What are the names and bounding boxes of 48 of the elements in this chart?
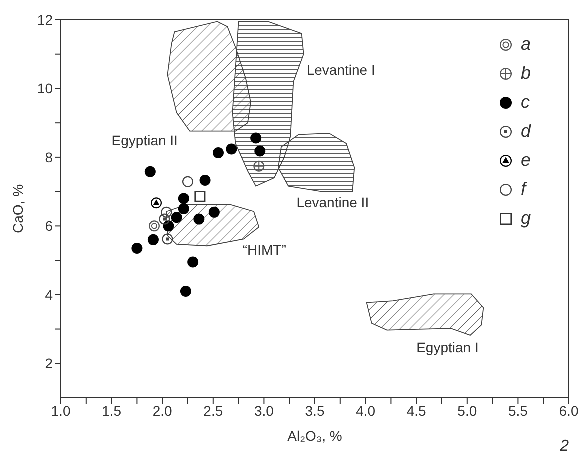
- x-tick-label: 1.0: [51, 402, 71, 419]
- text: 2: [559, 438, 570, 455]
- point: [188, 256, 199, 268]
- x-tick-label: 4.5: [406, 402, 427, 419]
- point: [178, 204, 190, 214]
- point: [194, 214, 205, 225]
- point: [171, 212, 182, 224]
- x-axis-title: Al₂O₃, %: [288, 428, 342, 444]
- legend-label: g: [521, 208, 532, 228]
- y-tick-label: 8: [45, 149, 54, 166]
- annotation: Egyptian I: [416, 340, 479, 356]
- point: [144, 166, 156, 178]
- point: [212, 148, 224, 158]
- legend-label: e: [521, 150, 532, 170]
- point: [148, 234, 159, 246]
- x-tick-label: 5.0: [458, 402, 478, 419]
- point: [180, 286, 192, 297]
- x-tick-label: 6.0: [559, 402, 579, 419]
- legend-label: b: [521, 62, 532, 83]
- point: [200, 174, 211, 186]
- y-tick-label: 10: [37, 80, 54, 97]
- point: [254, 146, 266, 157]
- y-tick-label: 4: [45, 286, 54, 303]
- x-tick-label: 3.5: [305, 402, 325, 419]
- x-tick-label: 2.0: [152, 402, 173, 419]
- annotation: Levantine II: [296, 194, 370, 211]
- point: [178, 193, 190, 204]
- legend-label: a: [521, 34, 532, 54]
- point: [132, 243, 143, 254]
- y-axis-title: CaO, %: [10, 184, 26, 234]
- x-tick-label: 3.0: [254, 402, 274, 419]
- point: [226, 144, 238, 155]
- annotation: “HIMT”: [242, 242, 287, 258]
- y-tick-label: 12: [37, 12, 54, 28]
- legend-label: d: [521, 120, 532, 141]
- x-tick-label: 1.5: [102, 402, 122, 419]
- x-tick-label: 2.5: [204, 402, 224, 419]
- y-tick-label: 2: [45, 356, 54, 372]
- annotation: Levantine I: [306, 62, 376, 78]
- x-tick-label: 4.0: [356, 402, 376, 419]
- point: [250, 132, 262, 144]
- annotation: Egyptian II: [112, 132, 178, 148]
- point: [208, 206, 220, 218]
- y-tick-label: 6: [45, 218, 54, 234]
- legend-label: c: [521, 92, 530, 112]
- legend-label: f: [521, 178, 528, 199]
- point: [163, 220, 174, 232]
- x-tick-label: 5.5: [508, 402, 528, 419]
